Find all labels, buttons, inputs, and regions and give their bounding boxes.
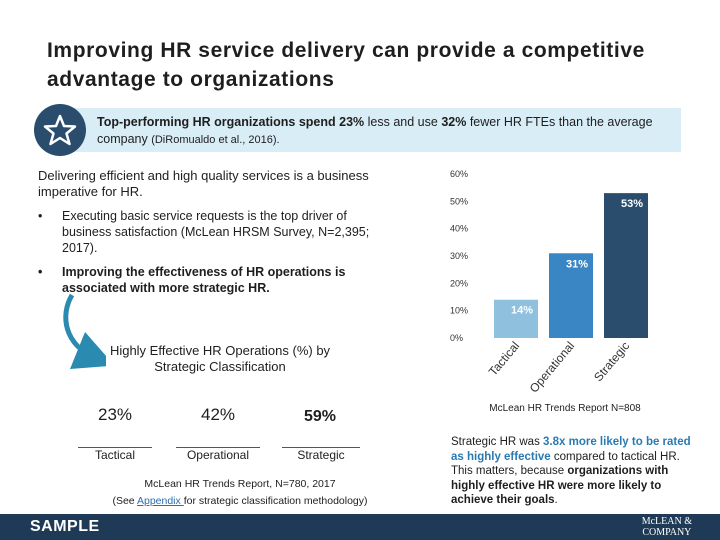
x-category-label: Strategic	[591, 339, 632, 384]
curved-arrow-icon	[63, 293, 106, 369]
bullet-marker: •	[38, 209, 43, 223]
lead-text: Delivering efficient and high quality se…	[38, 168, 369, 199]
tactical-label: Tactical	[78, 447, 152, 465]
callout-text: Strategic HR was 3.8x more likely to be …	[451, 435, 691, 508]
operational-percent: 42%	[200, 405, 236, 424]
classification-title: Highly Effective HR Operations (%) by St…	[109, 343, 331, 374]
logo-line1: McLEAN &	[641, 516, 692, 527]
bar-value-label: 31%	[566, 258, 588, 270]
banner-pre: Top-performing HR organizations spend	[97, 115, 340, 129]
logo-line2: COMPANY	[642, 527, 692, 538]
chart-caption: McLean HR Trends Report N=808	[489, 403, 641, 414]
callout-pre: Strategic HR was	[451, 436, 544, 448]
banner-32: 32%	[441, 115, 467, 129]
star-icon	[34, 104, 86, 156]
tactical-percent: 23%	[97, 405, 133, 424]
bullet-list: • Executing basic service requests is th…	[38, 208, 398, 304]
y-tick-label: 30%	[450, 251, 468, 261]
banner-mid2: fewer HR FTEs than the average company	[97, 115, 653, 146]
bar-value-label: 53%	[621, 198, 643, 210]
operational-label: Operational	[176, 447, 260, 465]
callout-end: .	[554, 494, 558, 506]
appendix-pre: (See	[112, 495, 137, 507]
callout-mid: compared to tactical HR. This matters, b…	[451, 450, 680, 478]
appendix-post: for strategic classification methodology…	[183, 495, 368, 507]
bar	[604, 193, 648, 338]
banner-text: Top-performing HR organizations spend 23…	[97, 114, 682, 149]
banner-mid1: less and use	[364, 115, 442, 129]
callout-highlight: 3.8x more likely to be rated as highly e…	[451, 436, 691, 463]
strategic-label: Strategic	[282, 447, 360, 465]
bullet-item: • Improving the effectiveness of HR oper…	[38, 264, 398, 296]
bar	[549, 253, 593, 338]
x-category-label: Operational	[527, 339, 578, 396]
appendix-note: (See Appendix for strategic classificati…	[60, 493, 420, 510]
report-citation: McLean HR Trends Report, N=780, 2017	[144, 478, 336, 490]
bar	[494, 299, 538, 338]
classification-source: McLean HR Trends Report, N=780, 2017 (Se…	[60, 476, 420, 510]
page-title: Improving HR service delivery can provid…	[47, 39, 645, 91]
strategic-percent: 59%	[303, 408, 337, 425]
bar-chart-svg: 0% 10% 20% 30% 40% 50% 60% 14% Tactical 31% Operat…	[450, 169, 648, 396]
banner-citation: (DiRomualdo et al., 2016).	[151, 134, 280, 146]
company-logo: McLEAN & COMPANY	[642, 516, 692, 538]
bullet-text: Improving the effectiveness of HR operat…	[62, 265, 346, 295]
callout-bold: organizations with highly effective HR w…	[451, 465, 669, 506]
y-tick-label: 50%	[450, 196, 468, 206]
appendix-link[interactable]: Appendix	[136, 495, 184, 507]
bar-chart: 0% 10% 20% 30% 40% 50% 60% 14% Tactical 31% Operat…	[440, 160, 710, 400]
sample-label: SAMPLE	[30, 518, 100, 535]
bar-value-label: 14%	[511, 305, 533, 317]
bullet-item: • Executing basic service requests is th…	[38, 208, 398, 256]
banner-23: 23%	[339, 115, 365, 129]
y-tick-label: 10%	[450, 306, 468, 316]
footer-bar: SAMPLE McLEAN & COMPANY	[0, 514, 720, 540]
y-tick-label: 40%	[450, 224, 468, 234]
bullet-marker: •	[38, 265, 43, 279]
y-tick-label: 0%	[450, 333, 463, 343]
highlight-banner	[47, 108, 681, 152]
x-category-label: Tactical	[486, 339, 522, 379]
y-tick-label: 20%	[450, 278, 468, 288]
y-tick-label: 60%	[450, 169, 468, 179]
bullet-text: Executing basic service requests is the …	[62, 209, 370, 255]
